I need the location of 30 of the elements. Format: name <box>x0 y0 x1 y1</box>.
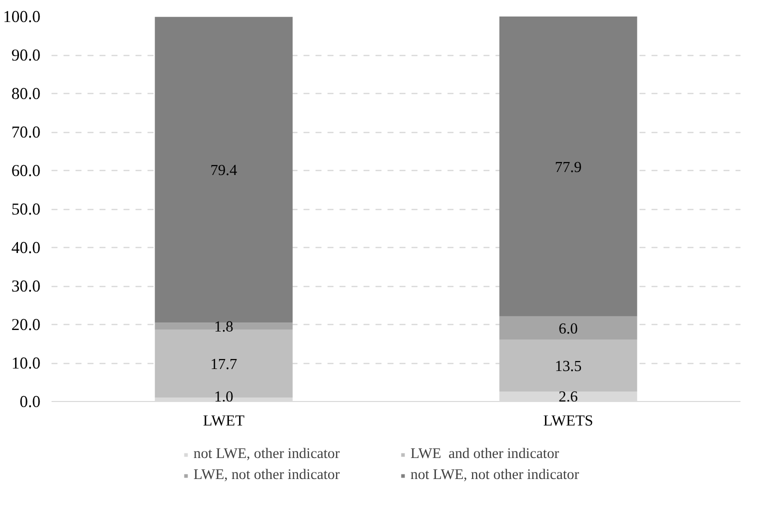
data-label: 1.0 <box>214 388 234 406</box>
x-tick-label: LWETS <box>543 412 594 430</box>
x-tick-label: LWET <box>203 412 246 430</box>
bar <box>499 340 638 392</box>
bar <box>499 316 638 340</box>
data-label: 77.9 <box>554 158 582 176</box>
y-tick-label: 90.0 <box>11 46 41 64</box>
y-tick-label: 100.0 <box>3 7 41 26</box>
bar <box>499 16 638 316</box>
data-label: 2.6 <box>558 388 578 406</box>
legend-label: not LWE, not other indicator <box>410 467 580 484</box>
y-tick-label: 60.0 <box>11 161 41 180</box>
y-tick-label: 70.0 <box>11 122 41 142</box>
y-tick-label: 0.0 <box>20 392 41 411</box>
y-tick-label: 30.0 <box>11 276 41 296</box>
y-tick-label: 50.0 <box>11 200 41 218</box>
bar <box>154 16 293 323</box>
y-tick-label: 20.0 <box>11 315 41 334</box>
bar <box>154 322 293 330</box>
legend-label: LWE and other indicator <box>410 446 560 463</box>
y-tick-label: 40.0 <box>11 238 41 257</box>
legend-label: not LWE, other indicator <box>194 446 341 463</box>
data-label: 6.0 <box>558 320 578 338</box>
data-label: 13.5 <box>554 358 582 376</box>
data-label: 79.4 <box>210 162 238 180</box>
data-label: 17.7 <box>210 356 238 374</box>
data-label: 1.8 <box>214 318 234 336</box>
legend-label: LWE, not other indicator <box>194 467 341 484</box>
y-tick-label: 10.0 <box>11 354 41 372</box>
y-tick-label: 80.0 <box>11 84 41 103</box>
